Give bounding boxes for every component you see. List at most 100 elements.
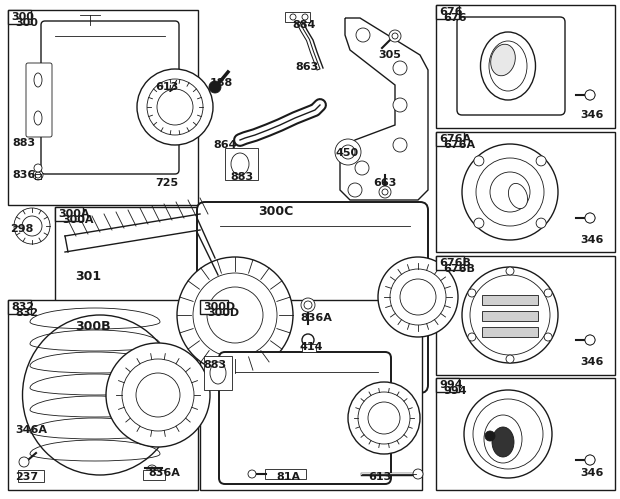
Ellipse shape bbox=[480, 32, 536, 100]
Circle shape bbox=[335, 139, 361, 165]
Bar bbox=[143, 470, 165, 480]
Bar bbox=[436, 256, 464, 270]
Circle shape bbox=[122, 359, 194, 431]
FancyBboxPatch shape bbox=[457, 17, 565, 115]
Text: 298: 298 bbox=[10, 224, 33, 234]
Circle shape bbox=[193, 273, 277, 357]
Bar bbox=[200, 300, 228, 314]
Circle shape bbox=[474, 156, 484, 166]
Ellipse shape bbox=[508, 184, 528, 209]
Bar bbox=[482, 327, 538, 337]
Text: 994: 994 bbox=[439, 380, 463, 390]
Circle shape bbox=[378, 257, 458, 337]
Circle shape bbox=[290, 14, 296, 20]
Bar bbox=[285, 12, 310, 22]
Circle shape bbox=[544, 289, 552, 297]
Circle shape bbox=[587, 337, 593, 343]
Circle shape bbox=[470, 275, 550, 355]
Bar bbox=[482, 295, 538, 305]
Text: 414: 414 bbox=[300, 342, 324, 352]
FancyBboxPatch shape bbox=[197, 202, 428, 393]
Circle shape bbox=[177, 257, 293, 373]
Circle shape bbox=[413, 469, 423, 479]
Text: 300: 300 bbox=[11, 12, 34, 22]
Circle shape bbox=[379, 186, 391, 198]
Circle shape bbox=[147, 465, 157, 475]
Circle shape bbox=[536, 156, 546, 166]
Bar bbox=[204, 356, 232, 390]
Text: 832: 832 bbox=[11, 302, 34, 312]
Ellipse shape bbox=[489, 41, 527, 91]
Circle shape bbox=[149, 467, 155, 473]
Circle shape bbox=[33, 170, 43, 180]
Text: 301: 301 bbox=[75, 270, 101, 283]
Text: 346: 346 bbox=[580, 357, 603, 367]
Circle shape bbox=[248, 470, 256, 478]
Bar bbox=[8, 300, 30, 314]
Bar bbox=[8, 10, 30, 24]
Text: 613: 613 bbox=[155, 82, 179, 92]
Ellipse shape bbox=[492, 427, 514, 457]
Text: 450: 450 bbox=[336, 148, 359, 158]
Circle shape bbox=[585, 213, 595, 223]
Text: 883: 883 bbox=[203, 360, 226, 370]
Text: 676A: 676A bbox=[439, 134, 471, 144]
Ellipse shape bbox=[231, 153, 249, 175]
Text: 300: 300 bbox=[15, 18, 38, 28]
Circle shape bbox=[302, 334, 314, 346]
Circle shape bbox=[358, 392, 410, 444]
Text: 300B: 300B bbox=[75, 320, 110, 333]
Circle shape bbox=[476, 158, 544, 226]
Circle shape bbox=[106, 343, 210, 447]
Bar bbox=[225, 148, 258, 180]
Ellipse shape bbox=[484, 415, 522, 463]
Circle shape bbox=[348, 382, 420, 454]
Circle shape bbox=[157, 89, 193, 125]
Bar bbox=[8, 300, 198, 490]
Circle shape bbox=[587, 215, 593, 221]
Text: 863: 863 bbox=[295, 62, 318, 72]
Text: 725: 725 bbox=[155, 178, 178, 188]
Circle shape bbox=[474, 218, 484, 228]
Circle shape bbox=[19, 457, 29, 467]
Circle shape bbox=[302, 14, 308, 20]
Circle shape bbox=[392, 33, 398, 39]
Circle shape bbox=[464, 390, 552, 478]
Text: 676A: 676A bbox=[443, 140, 475, 150]
Circle shape bbox=[585, 455, 595, 465]
Text: 663: 663 bbox=[373, 178, 396, 188]
Text: 346: 346 bbox=[580, 468, 603, 478]
Circle shape bbox=[585, 90, 595, 100]
Circle shape bbox=[536, 218, 546, 228]
Text: 188: 188 bbox=[210, 78, 233, 88]
Circle shape bbox=[462, 267, 558, 363]
Text: 300D: 300D bbox=[203, 302, 235, 312]
Text: 676B: 676B bbox=[443, 264, 475, 274]
Bar bbox=[436, 132, 464, 146]
Circle shape bbox=[587, 92, 593, 98]
Circle shape bbox=[301, 298, 315, 312]
Text: 346: 346 bbox=[580, 235, 603, 245]
Circle shape bbox=[382, 189, 388, 195]
Bar bbox=[55, 207, 83, 221]
Text: 613: 613 bbox=[368, 472, 391, 482]
Ellipse shape bbox=[490, 44, 515, 76]
Bar bbox=[18, 470, 44, 482]
Circle shape bbox=[147, 79, 203, 135]
Circle shape bbox=[207, 287, 263, 343]
Bar bbox=[482, 311, 538, 321]
Circle shape bbox=[393, 98, 407, 112]
Circle shape bbox=[585, 90, 595, 100]
Circle shape bbox=[368, 402, 400, 434]
Circle shape bbox=[400, 279, 436, 315]
Circle shape bbox=[304, 301, 312, 309]
Circle shape bbox=[585, 455, 595, 465]
Text: 676B: 676B bbox=[439, 258, 471, 268]
Text: 836: 836 bbox=[12, 170, 35, 180]
Circle shape bbox=[136, 373, 180, 417]
Circle shape bbox=[14, 208, 50, 244]
Bar bbox=[302, 344, 316, 352]
Bar bbox=[436, 5, 615, 128]
Circle shape bbox=[390, 269, 446, 325]
Bar bbox=[200, 300, 422, 490]
